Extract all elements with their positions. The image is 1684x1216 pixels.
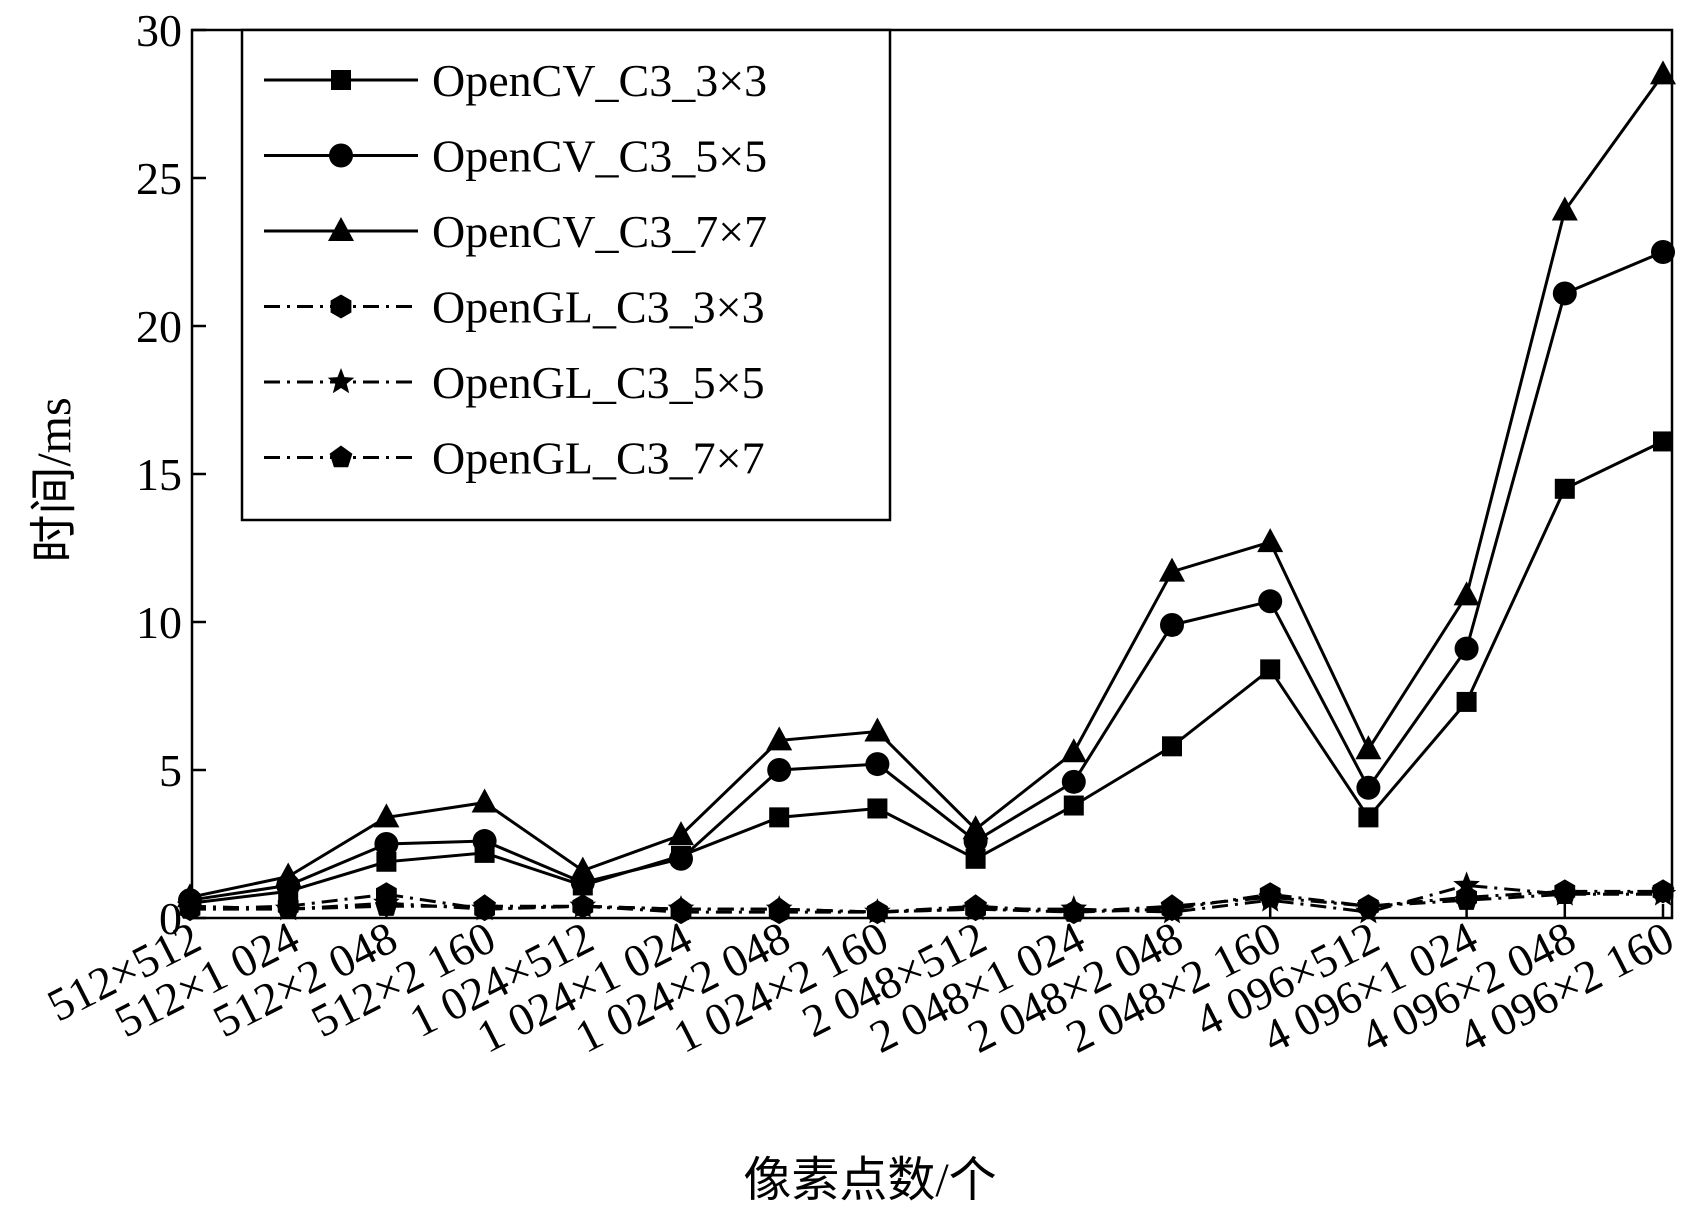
data-point <box>1651 240 1675 264</box>
data-point <box>178 897 202 919</box>
y-tick-label: 25 <box>136 153 182 204</box>
data-point <box>473 894 496 916</box>
data-point <box>1159 557 1185 582</box>
data-point <box>1650 60 1676 85</box>
data-point <box>1060 738 1087 763</box>
data-point <box>766 726 793 751</box>
data-point <box>669 897 693 919</box>
data-point <box>669 846 693 871</box>
data-point <box>1651 879 1675 902</box>
data-point <box>769 807 790 828</box>
legend-label: OpenCV_C3_7×7 <box>432 206 767 257</box>
data-point <box>374 832 399 856</box>
series-line <box>189 250 1664 902</box>
data-point <box>962 815 989 840</box>
data-point <box>569 856 596 881</box>
y-axis-title: 时间/ms <box>28 397 81 562</box>
legend-label: OpenGL_C3_3×3 <box>432 282 765 333</box>
data-point <box>471 788 498 813</box>
y-tick-label: 15 <box>136 449 182 500</box>
data-point <box>1653 431 1673 452</box>
series-line <box>189 440 1664 905</box>
legend-marker <box>329 143 353 168</box>
legend-marker <box>327 368 355 394</box>
data-point <box>964 894 987 916</box>
series-group <box>176 60 1677 925</box>
series-line <box>189 73 1665 899</box>
y-tick-label: 0 <box>159 893 182 944</box>
legend-item: OpenCV_C3_3×3 <box>264 55 767 106</box>
data-point <box>965 848 986 869</box>
legend-marker <box>329 445 353 468</box>
data-point <box>1160 894 1184 916</box>
data-point <box>472 829 497 854</box>
legend-marker <box>328 217 354 241</box>
data-point <box>1257 528 1284 553</box>
data-point <box>1453 581 1480 606</box>
data-point <box>1162 736 1182 757</box>
data-point <box>1551 196 1578 221</box>
legend-label: OpenCV_C3_3×3 <box>432 55 767 106</box>
legend-item: OpenGL_C3_3×3 <box>264 282 765 333</box>
data-point <box>276 897 300 919</box>
data-point <box>1355 735 1382 760</box>
y-tick-label: 5 <box>159 745 182 796</box>
data-point <box>373 803 400 828</box>
data-point <box>1454 636 1479 661</box>
legend-label: OpenCV_C3_5×5 <box>432 131 767 182</box>
legend-item: OpenCV_C3_7×7 <box>264 206 767 257</box>
y-tick-label: 30 <box>136 5 182 56</box>
legend-box <box>240 28 892 522</box>
data-point <box>1453 871 1480 897</box>
data-point <box>864 717 891 742</box>
legend-label: OpenGL_C3_5×5 <box>432 357 765 408</box>
data-point <box>1554 478 1575 499</box>
data-point <box>1260 659 1281 680</box>
data-point <box>1552 281 1577 306</box>
data-point <box>767 758 792 782</box>
legend: OpenCV_C3_3×3 OpenCV_C3_5×5 OpenCV_C3_7×7 O… <box>240 28 892 522</box>
data-point <box>376 851 397 872</box>
legend-label: OpenGL_C3_7×7 <box>432 433 765 484</box>
data-point <box>275 862 302 887</box>
data-point <box>1356 775 1381 800</box>
data-point <box>668 821 694 846</box>
y-tick-label: 10 <box>136 597 182 648</box>
legend-item: OpenGL_C3_5×5 <box>264 357 765 408</box>
x-axis-title: 像素点数/个 <box>743 1154 996 1207</box>
data-point <box>1258 589 1283 614</box>
legend-item: OpenCV_C3_5×5 <box>264 131 767 182</box>
data-point <box>571 894 595 916</box>
series-line <box>190 889 1664 914</box>
data-point <box>1358 807 1379 828</box>
legend-marker <box>331 70 351 90</box>
legend-marker <box>330 294 352 319</box>
y-tick-label: 20 <box>136 301 182 352</box>
data-point <box>375 894 398 916</box>
data-point <box>1160 612 1184 637</box>
legend-item: OpenGL_C3_7×7 <box>264 433 765 484</box>
data-point <box>1063 795 1084 816</box>
data-point <box>867 798 888 819</box>
data-point <box>1456 691 1477 712</box>
data-point <box>866 900 889 922</box>
data-point <box>1553 882 1577 904</box>
data-point <box>865 752 890 777</box>
data-point <box>1062 900 1086 922</box>
series-6 <box>178 879 1675 922</box>
data-point <box>1357 894 1380 916</box>
data-point <box>1455 888 1478 910</box>
data-point <box>1258 885 1282 907</box>
data-point <box>1061 769 1086 794</box>
data-point <box>767 897 791 919</box>
